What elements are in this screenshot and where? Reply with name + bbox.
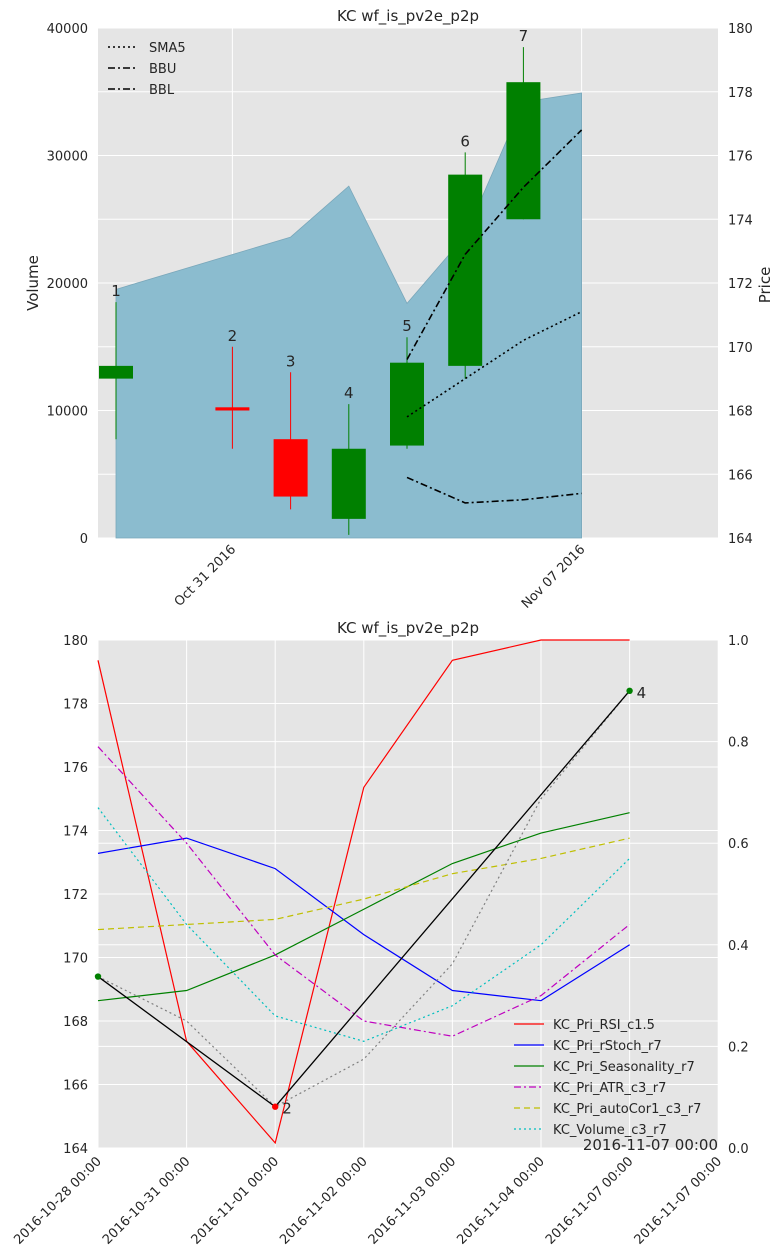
price-tick: 170 — [728, 341, 753, 356]
candle-label: 1 — [111, 282, 121, 300]
legend-label: KC_Pri_RSI_c1.5 — [553, 1018, 655, 1033]
candle-body — [390, 362, 424, 446]
price-tick: 168 — [728, 405, 753, 420]
candle-body — [331, 448, 366, 519]
volume-tick: 30000 — [47, 150, 88, 165]
corner-date-label: 2016-11-07 00:00 — [583, 1136, 718, 1154]
price-tick: 172 — [728, 277, 753, 292]
bottom-grid — [97, 639, 719, 1149]
left-tick: 166 — [63, 1079, 88, 1094]
series-line — [97, 807, 631, 1042]
x-tick-label: 2016-11-03 00:00 — [366, 1154, 459, 1247]
series-line — [97, 746, 630, 1037]
price-tick: 164 — [728, 532, 753, 547]
left-tick: 180 — [63, 634, 88, 649]
price-tick: 180 — [728, 22, 753, 37]
series-line — [97, 812, 630, 1002]
indicator-lines — [406, 129, 583, 504]
x-tick-label: Oct 31 2016 — [172, 542, 239, 609]
right-tick: 0.8 — [728, 736, 749, 751]
top-chart-title: KC wf_is_pv2e_p2p — [337, 7, 479, 26]
right-tick: 0.4 — [728, 939, 749, 954]
line-sma5 — [406, 310, 582, 418]
bottom-left-tick-labels: 164 166 168 170 172 174 176 178 180 — [63, 634, 88, 1157]
x-tick-label: 2016-11-04 00:00 — [454, 1154, 547, 1247]
candle-body — [273, 439, 308, 497]
left-tick: 172 — [63, 888, 88, 903]
series-line — [97, 837, 630, 1002]
price-tick: 166 — [728, 468, 753, 483]
price-dotted-line — [97, 690, 631, 1108]
candles: 1 2 3 4 5 6 7 — [99, 27, 541, 535]
left-tick: 176 — [63, 761, 88, 776]
legend-label: SMA5 — [149, 41, 186, 56]
price-tick-labels: 164 166 168 170 172 174 176 178 180 — [728, 22, 753, 547]
right-tick: 0.2 — [728, 1040, 749, 1055]
x-tick-label: 2016-11-07 00:00 — [632, 1154, 725, 1247]
legend-label: KC_Pri_Seasonality_r7 — [553, 1060, 695, 1075]
left-tick: 170 — [63, 952, 88, 967]
candle-label: 6 — [460, 132, 470, 150]
x-tick-label: Nov 07 2016 — [519, 542, 588, 611]
price-tick: 174 — [728, 213, 753, 228]
line-bbu — [406, 129, 583, 360]
candle-body — [99, 365, 133, 379]
marker-point — [272, 1103, 279, 1110]
marker-point — [94, 973, 102, 980]
right-tick: 0.6 — [728, 837, 749, 852]
legend-label: KC_Pri_autoCor1_c3_r7 — [553, 1102, 701, 1117]
bottom-legend: KC_Pri_RSI_c1.5 KC_Pri_rStoch_r7 KC_Pri_Se… — [514, 1018, 701, 1138]
price-tick: 176 — [728, 150, 753, 165]
bottom-markers: 24 — [94, 684, 647, 1118]
candle-body — [215, 407, 250, 411]
right-tick: 1.0 — [728, 634, 749, 649]
legend-label: KC_Pri_rStoch_r7 — [553, 1039, 662, 1054]
candle-label: 2 — [228, 327, 238, 345]
left-tick: 178 — [63, 698, 88, 713]
bottom-chart: 24 KC wf_is_pv2e_p2p 1641661681701721741… — [11, 619, 748, 1248]
candle-body — [506, 82, 541, 220]
volume-tick: 10000 — [47, 405, 88, 420]
candle-label: 3 — [286, 352, 296, 370]
top-legend: SMA5 BBU BBL — [108, 41, 186, 98]
legend-label: KC_Pri_ATR_c3_r7 — [553, 1081, 666, 1096]
top-chart: 1 2 3 4 5 6 7 KC wf_is_pv2e_p2p Volume Price 0… — [24, 7, 774, 612]
x-tick-label: 2016-11-02 00:00 — [277, 1154, 370, 1247]
x-tick-label: 2016-11-07 00:00 — [543, 1154, 636, 1247]
right-tick: 0.0 — [728, 1142, 749, 1157]
bottom-series-lines — [97, 639, 631, 1145]
candle-body — [448, 174, 483, 366]
legend-label: BBL — [149, 83, 175, 98]
top-ylabel-right: Price — [756, 267, 774, 304]
series-line — [97, 837, 630, 931]
marker-label: 4 — [637, 684, 647, 702]
x-tick-label: 2016-10-31 00:00 — [100, 1154, 193, 1247]
volume-tick: 40000 — [47, 22, 88, 37]
marker-point — [626, 687, 633, 694]
candle-label: 7 — [519, 27, 529, 45]
price-tick: 178 — [728, 86, 753, 101]
volume-tick-labels: 0 10000 20000 30000 40000 — [47, 22, 88, 547]
x-tick-label: 2016-11-01 00:00 — [189, 1154, 282, 1247]
legend-label: KC_Volume_c3_r7 — [553, 1123, 667, 1138]
x-tick-label: 2016-10-28 00:00 — [11, 1154, 104, 1247]
left-tick: 164 — [63, 1142, 88, 1157]
left-tick: 174 — [63, 825, 88, 840]
marker-label: 2 — [282, 1100, 292, 1118]
bottom-right-tick-labels: 0.0 0.2 0.4 0.6 0.8 1.0 — [728, 634, 749, 1157]
top-x-tick-labels: Oct 31 2016 Nov 07 2016 — [172, 542, 589, 611]
line-bbl — [406, 476, 582, 504]
volume-tick: 0 — [80, 532, 88, 547]
candle-label: 4 — [344, 384, 354, 402]
candle-label: 5 — [402, 317, 412, 335]
left-tick: 168 — [63, 1015, 88, 1030]
bottom-chart-title: KC wf_is_pv2e_p2p — [337, 619, 479, 638]
volume-tick: 20000 — [47, 277, 88, 292]
top-ylabel-left: Volume — [24, 255, 42, 311]
legend-label: BBU — [149, 62, 176, 77]
